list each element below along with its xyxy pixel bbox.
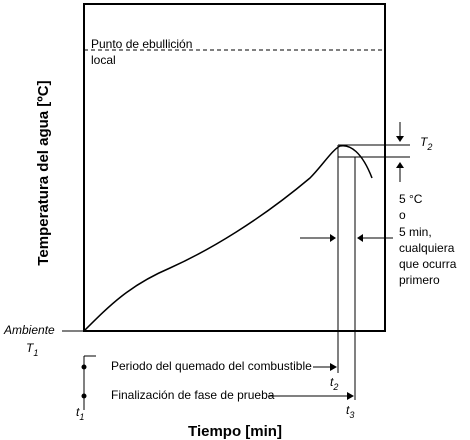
criterion-line-5: que ocurra: [399, 257, 457, 271]
burn-period-arrowhead: [330, 363, 337, 371]
ambient-label: Ambiente: [3, 323, 55, 337]
test-end-dot: [81, 393, 87, 399]
criterion-line-3: 5 min,: [399, 225, 432, 239]
plot-frame: [83, 3, 386, 332]
temperature-curve: [83, 144, 373, 332]
t2-bottom-arrowhead: [396, 162, 404, 168]
t2-right-label: T2: [420, 135, 432, 152]
t2-top-arrowhead: [396, 136, 404, 142]
x-axis-title: Tiempo [min]: [188, 423, 282, 440]
boiling-point-label: Punto de ebullición: [91, 37, 192, 51]
burn-period-dot: [81, 364, 87, 370]
t3-bottom-label: t3: [346, 403, 354, 420]
t1-bottom-label: t1: [76, 405, 84, 422]
y-axis-title: Temperatura del agua [ºC]: [35, 80, 52, 265]
criterion-line-4: cualquiera: [399, 241, 455, 255]
criterion-line-6: primero: [399, 273, 440, 287]
interval-right-arrowhead: [357, 234, 363, 242]
burn-period-label: Periodo del quemado del combustible: [111, 359, 312, 373]
criterion-line-1: 5 °C: [399, 192, 423, 206]
boiling-point-label-2: local: [91, 53, 116, 67]
criterion-line-2: o: [399, 208, 406, 222]
test-end-label: Finalización de fase de prueba: [111, 388, 275, 402]
t2-bottom-label: t2: [330, 375, 338, 392]
interval-left-arrowhead: [330, 234, 336, 242]
test-end-arrowhead: [347, 392, 354, 400]
t1-left-label: T1: [26, 341, 38, 358]
